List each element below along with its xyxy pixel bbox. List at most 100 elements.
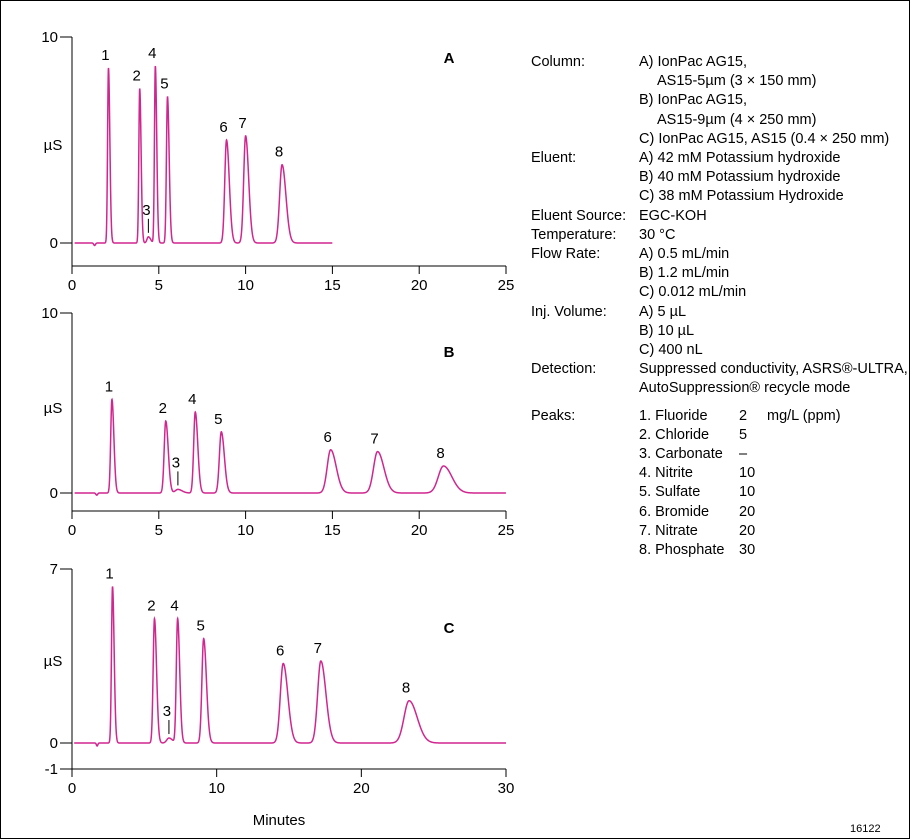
peak-label: 4 — [188, 391, 196, 408]
x-tick-label: 5 — [155, 277, 163, 294]
peak-concentration: 20 — [739, 522, 756, 539]
peak-label: 1 — [101, 47, 109, 64]
peak-name: 4. Nitrite — [639, 465, 693, 482]
x-tick-label: 0 — [68, 277, 76, 294]
peak-label: 8 — [436, 445, 444, 462]
x-tick-label: 15 — [324, 522, 341, 539]
peak-name: 3. Carbonate — [639, 446, 723, 463]
y-tick-label: 0 — [50, 735, 58, 752]
peak-label: 1 — [105, 378, 113, 395]
x-tick-label: 25 — [498, 522, 515, 539]
peak-concentration: 5 — [739, 426, 748, 443]
peak-label: 5 — [160, 76, 168, 93]
peak-label: 8 — [402, 680, 410, 697]
condition-value: B) 10 µL — [639, 322, 695, 339]
peak-label: 2 — [147, 598, 155, 615]
figure-id: 16122 — [850, 823, 881, 835]
condition-label: Inj. Volume: — [531, 303, 607, 320]
panel-tag: B — [444, 344, 455, 361]
peak-concentration: 10 — [739, 484, 756, 501]
peak-label: 7 — [238, 115, 246, 132]
x-tick-label: 10 — [237, 277, 254, 294]
condition-label: Temperature: — [531, 226, 617, 243]
peak-label: 3 — [163, 703, 171, 720]
condition-value: B) 40 mM Potassium hydroxide — [639, 169, 841, 186]
condition-value: A) IonPac AG15, — [639, 54, 748, 70]
peak-label: 5 — [196, 618, 204, 635]
peak-label: 3 — [172, 454, 180, 471]
peaks-label: Peaks: — [531, 407, 576, 424]
peak-label: 4 — [148, 45, 156, 62]
peak-label: 7 — [370, 431, 378, 448]
peak-label: 6 — [219, 119, 227, 136]
y-tick-label: 0 — [50, 485, 58, 502]
condition-row: Column: A) IonPac AG15, AS15-5µm (3 × 150 … — [531, 53, 906, 149]
condition-row: Eluent: A) 42 mM Potassium hydroxide B) 40… — [531, 149, 906, 207]
peak-label: 8 — [275, 144, 283, 161]
peak-row: 6. Bromide 20 — [639, 503, 906, 522]
condition-value: A) 42 mM Potassium hydroxide — [639, 150, 841, 167]
peak-row: 7. Nitrate 20 — [639, 522, 906, 541]
peak-label: 2 — [133, 68, 141, 85]
y-tick-label: 0 — [50, 235, 58, 252]
peak-concentration: 2 — [739, 407, 748, 424]
peak-row: 2. Chloride 5 — [639, 426, 906, 445]
peak-label: 3 — [142, 202, 150, 219]
condition-value: Suppressed conductivity, ASRS®-ULTRA, — [639, 361, 908, 378]
x-axis-label: Minutes — [253, 812, 306, 829]
peak-concentration: – — [739, 446, 748, 463]
x-tick-label: 5 — [155, 522, 163, 539]
y-tick-label: -1 — [45, 761, 58, 778]
x-tick-label: 30 — [498, 780, 515, 797]
condition-value: AS15-5µm (3 × 150 mm) — [657, 73, 817, 90]
chromatogram-trace — [74, 397, 506, 496]
peak-row: 5. Sulfate 10 — [639, 483, 906, 502]
y-tick-label: 10 — [41, 305, 58, 322]
condition-value: C) 400 nL — [639, 342, 703, 359]
peak-label: 6 — [323, 429, 331, 446]
peak-name: 2. Chloride — [639, 426, 710, 443]
condition-row: Detection: Suppressed conductivity, ASRS®… — [531, 360, 908, 398]
peak-name: 6. Bromide — [639, 503, 710, 520]
peak-unit: mg/L (ppm) — [767, 407, 841, 424]
x-tick-label: 15 — [324, 277, 341, 294]
peak-row: 3. Carbonate – — [639, 445, 906, 464]
panel-tag: C — [444, 620, 455, 637]
peak-row: 4. Nitrite 10 — [639, 464, 906, 483]
peak-label: 2 — [159, 400, 167, 417]
peak-concentration: 20 — [739, 503, 756, 520]
condition-value: A) 5 µL — [639, 303, 687, 320]
chromatogram-trace — [74, 586, 506, 747]
chromatogram-trace — [74, 65, 333, 247]
condition-row: Inj. Volume: A) 5 µL B) 10 µL C) 400 nL — [531, 303, 906, 361]
condition-value: B) 1.2 mL/min — [639, 265, 730, 282]
peak-label: 6 — [276, 642, 284, 659]
x-tick-label: 25 — [498, 277, 515, 294]
y-axis-label: µS — [44, 137, 63, 154]
condition-value: C) IonPac AG15, AS15 (0.4 × 250 mm) — [639, 130, 890, 147]
y-axis-label: µS — [44, 400, 63, 417]
condition-label: Column: — [531, 54, 585, 70]
peak-row: 8. Phosphate 30 — [639, 541, 906, 560]
panel-tag: A — [444, 50, 455, 67]
condition-label: Detection: — [531, 361, 597, 378]
x-tick-label: 20 — [353, 780, 370, 797]
x-tick-label: 0 — [68, 780, 76, 797]
peak-name: 8. Phosphate — [639, 542, 725, 559]
condition-value: EGC-KOH — [639, 207, 707, 224]
condition-value: AutoSuppression® recycle mode — [639, 380, 851, 397]
x-tick-label: 0 — [68, 522, 76, 539]
condition-value: AS15-9µm (4 × 250 mm) — [657, 111, 817, 128]
peak-name: 5. Sulfate — [639, 484, 701, 501]
condition-label: Eluent: — [531, 150, 577, 167]
x-tick-label: 10 — [208, 780, 225, 797]
peak-row: 1. Fluoride 2 mg/L (ppm) — [639, 407, 906, 426]
peak-concentration: 30 — [739, 542, 756, 559]
y-tick-label: 10 — [41, 29, 58, 46]
y-axis-label: µS — [44, 653, 63, 670]
peak-label: 7 — [314, 640, 322, 657]
condition-row: Flow Rate: A) 0.5 mL/min B) 1.2 mL/min C) 0… — [531, 245, 906, 303]
y-tick-label: 7 — [50, 561, 58, 578]
peak-concentration: 10 — [739, 465, 756, 482]
